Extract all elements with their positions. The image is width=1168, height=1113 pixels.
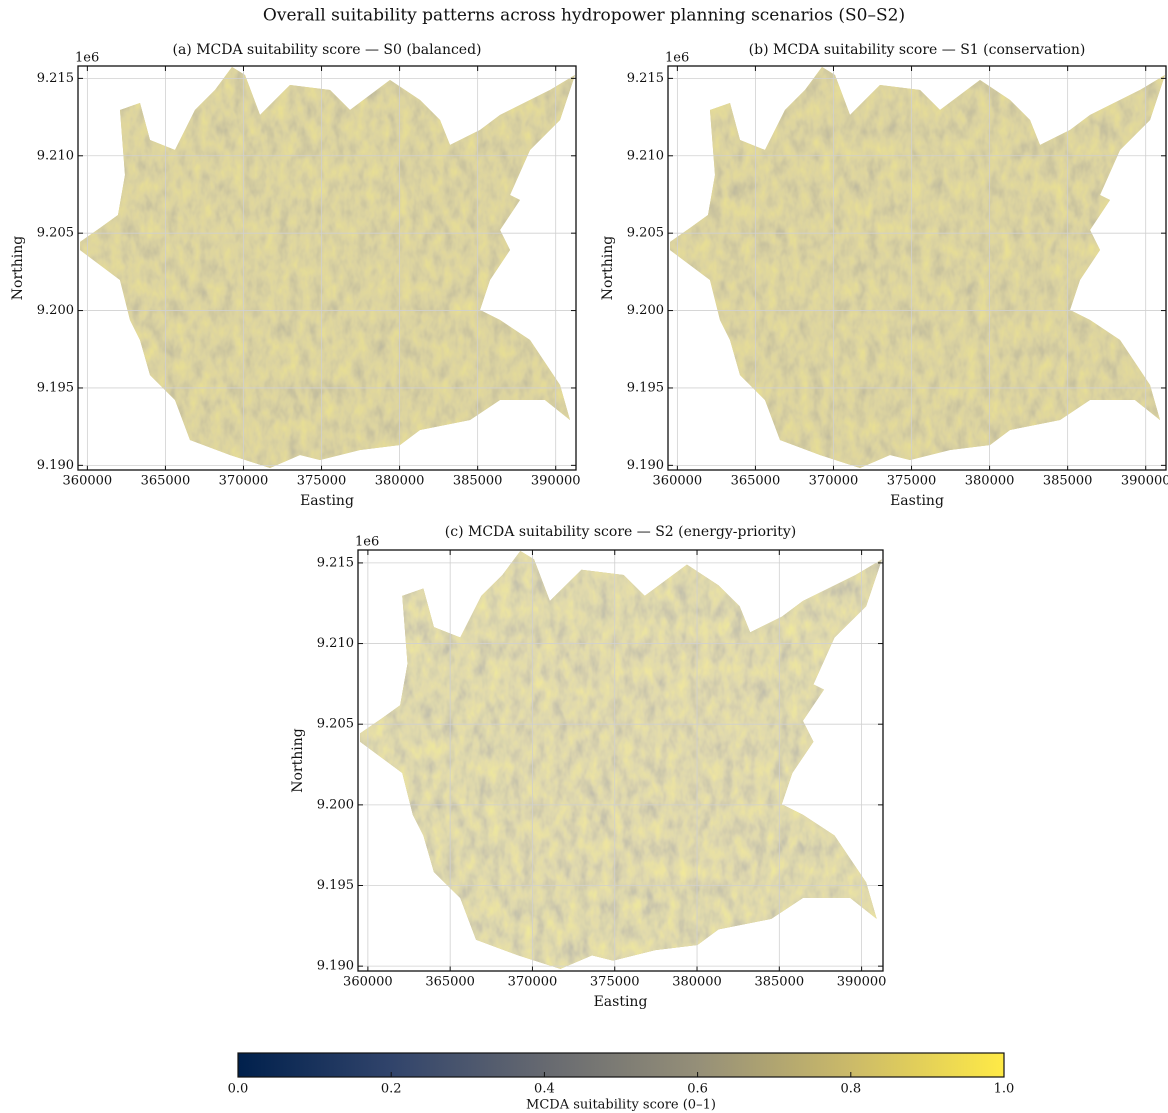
y-tick-label: 9.200 bbox=[37, 303, 74, 318]
y-tick-label: 9.205 bbox=[627, 226, 664, 241]
panel-title: (b) MCDA suitability score — S1 (conserv… bbox=[749, 42, 1086, 58]
x-tick-label: 390000 bbox=[531, 474, 581, 489]
x-tick-label: 365000 bbox=[731, 474, 781, 489]
y-tick-label: 9.205 bbox=[317, 717, 354, 732]
x-tick-label: 385000 bbox=[1043, 474, 1093, 489]
x-tick-label: 385000 bbox=[754, 975, 804, 990]
x-tick-label: 380000 bbox=[672, 975, 722, 990]
x-axis-label: Easting bbox=[300, 493, 354, 509]
y-tick-label: 9.215 bbox=[37, 71, 74, 86]
raster-texture bbox=[78, 66, 576, 470]
panel-title: (c) MCDA suitability score — S2 (energy-… bbox=[445, 524, 796, 540]
x-tick-label: 360000 bbox=[653, 474, 703, 489]
offset-label: 1e6 bbox=[665, 51, 689, 66]
x-tick-label: 360000 bbox=[343, 975, 393, 990]
raster-texture bbox=[358, 550, 883, 971]
x-tick-label: 375000 bbox=[590, 975, 640, 990]
figure-title: Overall suitability patterns across hydr… bbox=[263, 6, 905, 26]
x-tick-label: 360000 bbox=[63, 474, 113, 489]
raster bbox=[668, 66, 1166, 470]
y-tick-label: 9.215 bbox=[317, 555, 354, 570]
colorbar-tick-label: 1.0 bbox=[994, 1082, 1015, 1097]
colorbar-tick-label: 0.2 bbox=[381, 1082, 402, 1097]
y-tick-label: 9.195 bbox=[627, 380, 664, 395]
x-tick-label: 385000 bbox=[453, 474, 503, 489]
x-axis-label: Easting bbox=[890, 493, 944, 509]
y-tick-label: 9.200 bbox=[317, 797, 354, 812]
x-tick-label: 370000 bbox=[219, 474, 269, 489]
colorbar-tick-label: 0.6 bbox=[687, 1082, 708, 1097]
raster bbox=[78, 66, 576, 470]
x-tick-label: 365000 bbox=[141, 474, 191, 489]
x-tick-label: 365000 bbox=[425, 975, 475, 990]
y-tick-label: 9.215 bbox=[627, 71, 664, 86]
x-tick-label: 370000 bbox=[508, 975, 558, 990]
raster-texture bbox=[668, 66, 1166, 470]
y-tick-label: 9.205 bbox=[37, 226, 74, 241]
x-tick-label: 380000 bbox=[965, 474, 1015, 489]
y-tick-label: 9.190 bbox=[37, 458, 74, 473]
panel-title: (a) MCDA suitability score — S0 (balance… bbox=[172, 42, 481, 58]
offset-label: 1e6 bbox=[75, 51, 99, 66]
raster bbox=[358, 550, 883, 971]
colorbar-tick-label: 0.0 bbox=[228, 1082, 249, 1097]
colorbar-tick-label: 0.8 bbox=[840, 1082, 861, 1097]
y-tick-label: 9.200 bbox=[627, 303, 664, 318]
y-axis-label: Northing bbox=[290, 728, 306, 793]
y-tick-label: 9.210 bbox=[317, 636, 354, 651]
y-tick-label: 9.195 bbox=[37, 380, 74, 395]
x-tick-label: 380000 bbox=[375, 474, 425, 489]
colorbar-tick-label: 0.4 bbox=[534, 1082, 555, 1097]
colorbar bbox=[238, 1053, 1004, 1077]
colorbar-label: MCDA suitability score (0–1) bbox=[526, 1098, 716, 1113]
y-axis-label: Northing bbox=[10, 236, 26, 301]
offset-label: 1e6 bbox=[355, 535, 379, 550]
x-tick-label: 375000 bbox=[887, 474, 937, 489]
y-tick-label: 9.195 bbox=[317, 878, 354, 893]
x-tick-label: 370000 bbox=[809, 474, 859, 489]
y-tick-label: 9.190 bbox=[627, 458, 664, 473]
x-tick-label: 390000 bbox=[1121, 474, 1168, 489]
y-tick-label: 9.190 bbox=[317, 959, 354, 974]
y-tick-label: 9.210 bbox=[37, 148, 74, 163]
x-tick-label: 375000 bbox=[297, 474, 347, 489]
figure: Overall suitability patterns across hydr… bbox=[0, 0, 1168, 1113]
x-axis-label: Easting bbox=[594, 994, 648, 1010]
x-tick-label: 390000 bbox=[837, 975, 887, 990]
y-tick-label: 9.210 bbox=[627, 148, 664, 163]
y-axis-label: Northing bbox=[600, 236, 616, 301]
